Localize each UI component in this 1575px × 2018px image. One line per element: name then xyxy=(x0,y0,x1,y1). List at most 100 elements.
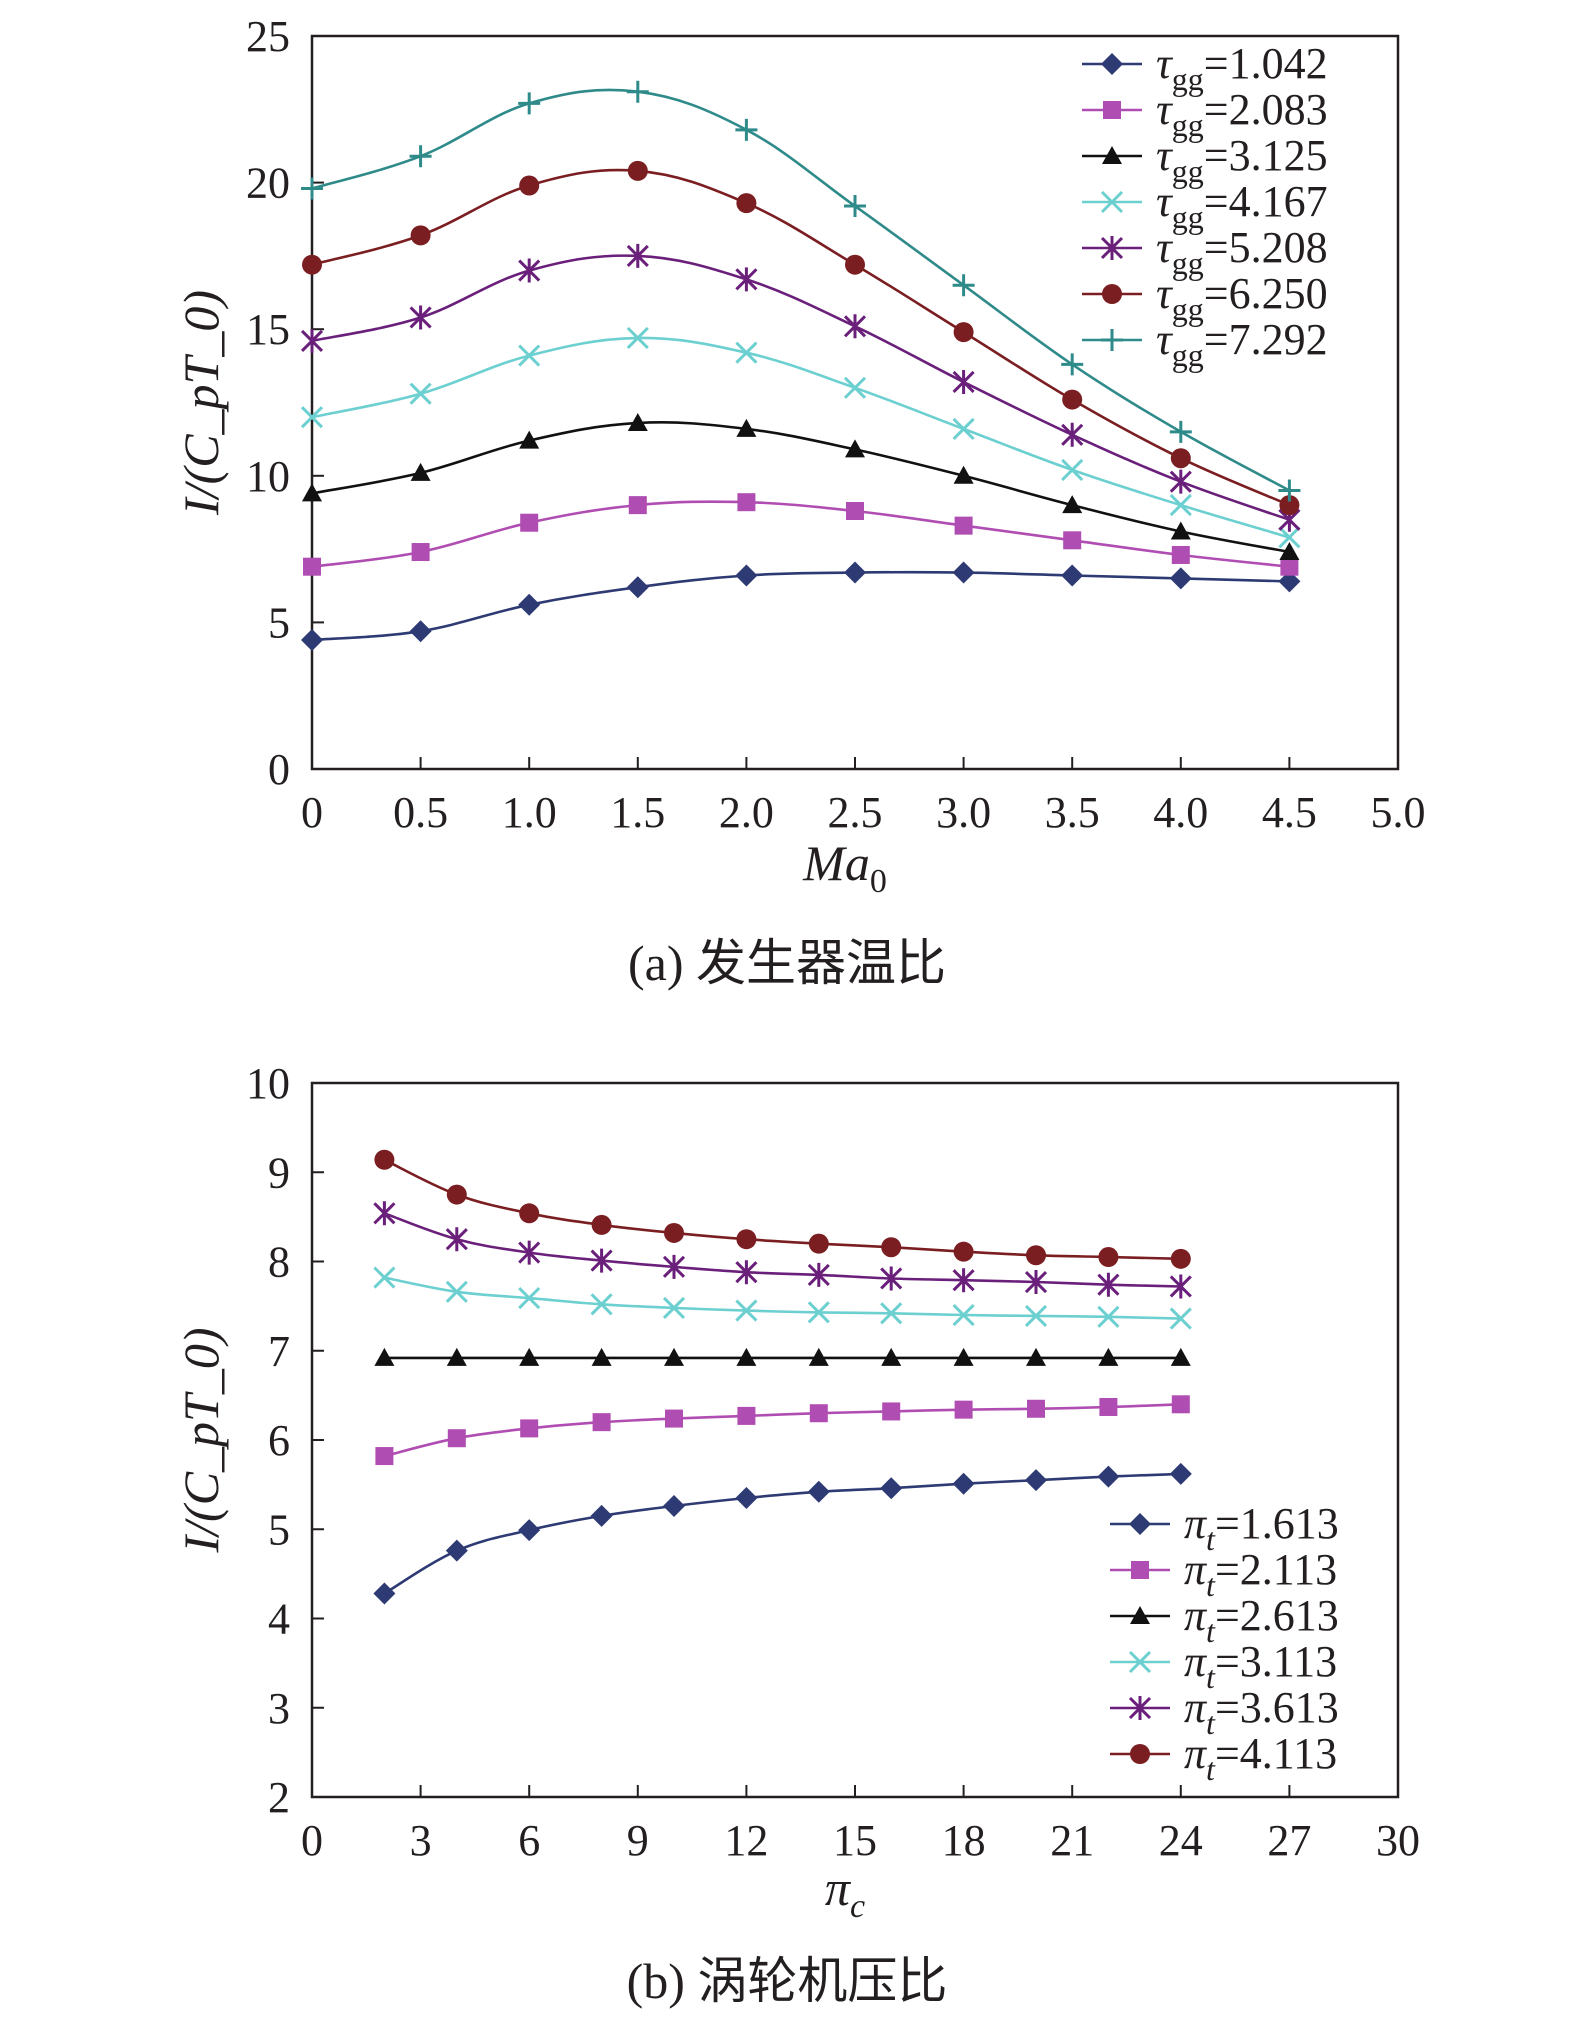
data-point xyxy=(302,254,322,275)
legend-value: =5.208 xyxy=(1204,223,1328,272)
data-point xyxy=(409,305,432,330)
data-point xyxy=(374,1347,395,1366)
legend-marker xyxy=(1130,1744,1150,1764)
data-point xyxy=(881,1347,902,1366)
x-tick-label: 2.5 xyxy=(828,788,883,837)
data-point xyxy=(301,628,323,651)
y-tick-label: 15 xyxy=(246,305,290,354)
data-point xyxy=(626,576,649,599)
data-point xyxy=(626,326,649,350)
data-point xyxy=(1097,1272,1120,1297)
data-point xyxy=(628,496,647,515)
x-tick-label: 0.5 xyxy=(393,788,448,837)
series-3: πt=3.113 xyxy=(373,1266,1337,1695)
legend-marker xyxy=(1103,101,1121,119)
data-point xyxy=(1169,1307,1192,1330)
legend-marker xyxy=(1129,1513,1151,1535)
data-point xyxy=(411,543,430,562)
x-tick-label: 9 xyxy=(627,1816,649,1865)
x-axis-label-base: Ma xyxy=(802,835,870,891)
data-point xyxy=(409,382,432,405)
data-point xyxy=(446,1347,467,1366)
data-point xyxy=(1171,1395,1190,1414)
x-tick-label: 3.0 xyxy=(936,788,991,837)
y-tick-label: 8 xyxy=(268,1238,290,1287)
data-point xyxy=(1278,526,1301,549)
data-point xyxy=(736,1347,757,1366)
data-point xyxy=(1061,422,1084,447)
data-point xyxy=(735,267,758,292)
data-point xyxy=(518,593,541,616)
legend-symbol: τ xyxy=(1156,131,1174,180)
data-point xyxy=(1062,495,1083,514)
data-point xyxy=(1169,567,1192,590)
data-point xyxy=(735,564,758,587)
data-point xyxy=(952,1268,975,1293)
data-point xyxy=(1171,545,1190,564)
x-tick-label: 18 xyxy=(942,1816,986,1865)
series-6: τgg=7.292 xyxy=(301,80,1328,502)
x-tick-label: 1.5 xyxy=(610,788,665,837)
data-point xyxy=(1170,1248,1191,1269)
data-point xyxy=(845,439,865,458)
data-point xyxy=(807,1480,830,1503)
series-line xyxy=(311,500,1290,568)
data-point xyxy=(1169,469,1192,494)
data-point xyxy=(808,1233,829,1254)
data-point xyxy=(954,516,973,535)
data-point xyxy=(1025,1469,1047,1492)
series-2: τgg=3.125 xyxy=(302,131,1328,561)
x-tick-label: 27 xyxy=(1267,1816,1311,1865)
data-point xyxy=(1097,1465,1120,1488)
data-point xyxy=(1278,479,1301,502)
data-point xyxy=(843,314,867,339)
legend-marker xyxy=(1102,146,1122,164)
data-point xyxy=(1169,1274,1192,1299)
data-point xyxy=(844,561,866,584)
legend-marker xyxy=(1100,236,1124,260)
data-point xyxy=(519,430,540,449)
data-point xyxy=(590,1248,613,1273)
series-1: πt=2.113 xyxy=(375,1395,1337,1603)
data-point xyxy=(735,1260,758,1285)
x-tick-label: 0 xyxy=(301,1816,323,1865)
legend-sub: t xyxy=(1206,1613,1216,1649)
legend-entry: τgg=4.167 xyxy=(1156,177,1328,235)
legend-sub: gg xyxy=(1172,245,1204,281)
data-point xyxy=(1169,494,1192,517)
x-tick-label: 0 xyxy=(301,788,323,837)
data-point xyxy=(809,1404,828,1423)
data-point xyxy=(590,1504,613,1527)
x-tick-label: 21 xyxy=(1050,1816,1094,1865)
legend-marker xyxy=(1130,1606,1150,1624)
data-point xyxy=(1170,521,1191,540)
legend-value: =4.167 xyxy=(1204,177,1328,226)
series-line xyxy=(383,1472,1181,1595)
legend-marker xyxy=(1128,1696,1152,1720)
data-point xyxy=(1061,458,1084,481)
data-point xyxy=(844,195,866,218)
series-4: πt=3.613 xyxy=(373,1201,1339,1741)
legend-value: =6.250 xyxy=(1204,269,1328,318)
legend-entry: πt=3.613 xyxy=(1184,1683,1339,1741)
data-point xyxy=(952,369,975,394)
legend-symbol: τ xyxy=(1156,39,1174,88)
x-tick-label: 12 xyxy=(724,1816,768,1865)
x-axis-label: Ma0 xyxy=(802,835,887,900)
chart-1: 0 3 6 9 12 15 18 21 24 27 302345678910πcI/(C_pT_0)… xyxy=(173,1059,1420,2009)
y-tick-label: 10 xyxy=(246,452,290,501)
series-line xyxy=(311,168,1290,507)
data-point xyxy=(626,80,649,103)
data-point xyxy=(373,1266,396,1289)
data-point xyxy=(1279,495,1300,516)
legend-sub: gg xyxy=(1172,153,1204,189)
data-point xyxy=(952,417,975,440)
legend-marker xyxy=(1128,1650,1152,1674)
data-point xyxy=(447,1429,466,1448)
data-point xyxy=(519,175,540,196)
legend-symbol: π xyxy=(1184,1591,1208,1640)
series-3: τgg=4.167 xyxy=(300,177,1328,549)
data-point xyxy=(845,254,865,275)
data-point xyxy=(1169,420,1192,443)
data-point xyxy=(952,1303,975,1327)
